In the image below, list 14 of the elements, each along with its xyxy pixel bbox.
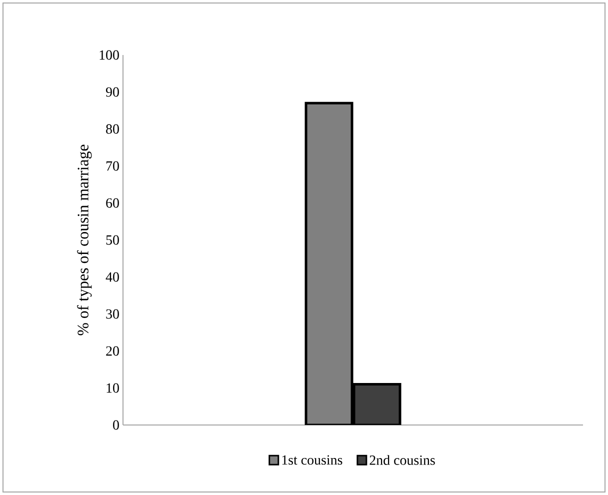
legend-label: 2nd cousins xyxy=(370,455,435,465)
legend-label: 1st cousins xyxy=(282,455,342,465)
y-axis-title: % of types of cousin marriage xyxy=(77,144,92,336)
y-tick-label: 100 xyxy=(100,50,119,60)
y-tick-label: 0 xyxy=(113,420,119,430)
y-tick-label: 90 xyxy=(106,87,119,97)
y-tick-label: 50 xyxy=(106,235,119,245)
y-tick-label: 40 xyxy=(106,272,119,282)
y-tick-label: 60 xyxy=(106,198,119,208)
y-tick-label: 30 xyxy=(106,309,119,319)
y-tick-label: 80 xyxy=(106,124,119,134)
y-tick-label: 10 xyxy=(106,383,119,393)
y-tick-label: 70 xyxy=(106,161,119,171)
y-tick-label: 20 xyxy=(106,346,119,356)
